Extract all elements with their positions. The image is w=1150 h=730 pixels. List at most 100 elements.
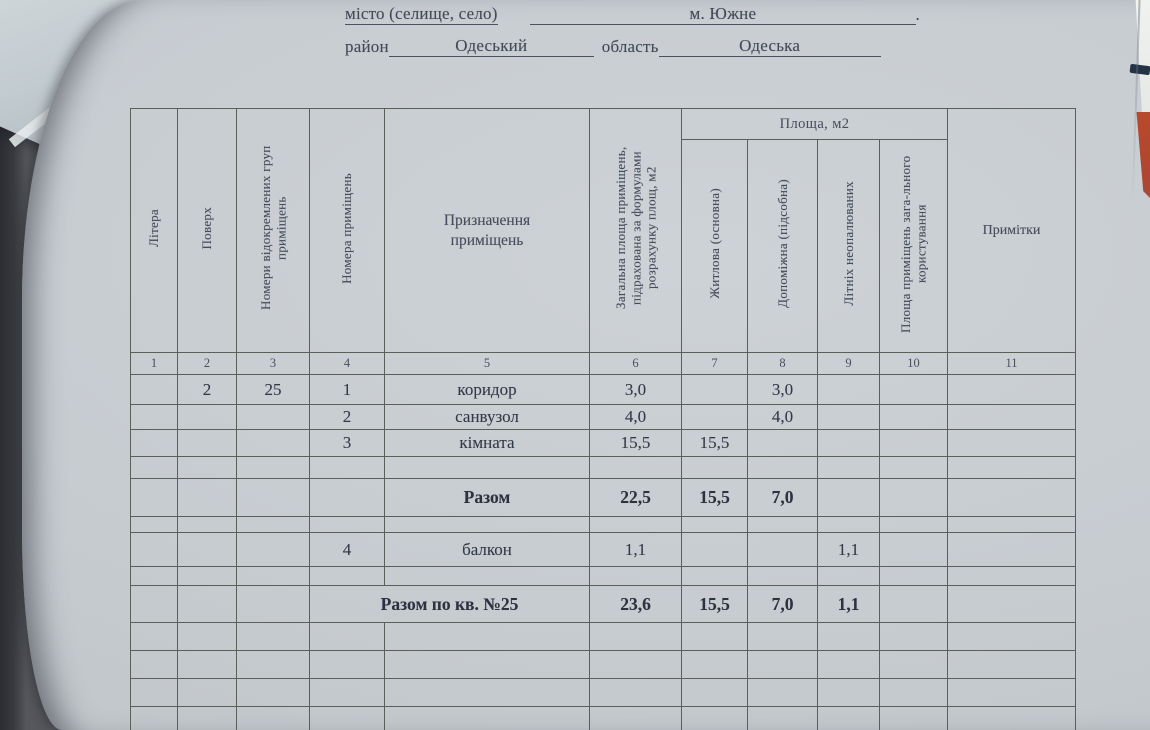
table-row [130, 650, 1077, 679]
table-cell: 3,0 [747, 374, 818, 405]
table-cell [236, 678, 310, 707]
table-cell [384, 456, 590, 479]
table-cell [130, 678, 178, 707]
table-cell [236, 566, 310, 586]
table-cell [177, 585, 237, 623]
table-cell [130, 404, 178, 430]
table-row: 2 25 1 коридор 3,0 3,0 [130, 374, 1077, 405]
table-cell [130, 585, 178, 623]
district-label: район [345, 37, 389, 56]
table-cell: 7,0 [747, 478, 818, 517]
table-cell: 22,5 [589, 478, 682, 517]
table-cell [817, 650, 880, 679]
col-header-common-use: Площа приміщень зага-льного користування [878, 139, 949, 353]
table-cell [947, 404, 1077, 430]
table-cell [878, 566, 949, 586]
table-cell [681, 532, 748, 567]
col-header-group-numbers-text: Номери відокремлених груп приміщень [257, 145, 288, 311]
table-cell: 3 [309, 429, 385, 457]
table-cell [384, 566, 590, 586]
table-cell [130, 650, 178, 679]
table-cell [878, 650, 949, 679]
table-cell [177, 706, 237, 730]
premises-area-table: Літера Поверх Номери відокремлених груп … [130, 108, 1077, 730]
table-body: 2 25 1 коридор 3,0 3,0 2 санвузол 4,0 4,0 3 кімната… [130, 374, 1077, 730]
column-number: 11 [947, 352, 1077, 375]
table-cell: 4,0 [589, 404, 682, 430]
table-cell [589, 650, 682, 679]
col-header-auxiliary: Допоміжна (підсобна) [747, 139, 818, 353]
group-header-area-m2: Площа, м2 [680, 108, 949, 140]
table-cell [681, 456, 748, 479]
table-cell [947, 429, 1077, 457]
table-cell [947, 532, 1077, 567]
col-header-room-numbers-text: Номера приміщень [339, 172, 355, 284]
table-cell [177, 478, 237, 517]
column-number: 2 [177, 352, 237, 375]
table-cell: коридор [384, 374, 590, 405]
column-number: 9 [817, 352, 880, 375]
table-cell [130, 478, 178, 517]
table-cell [236, 478, 310, 517]
col-header-living: Житлова (основна) [681, 139, 748, 353]
table-cell [817, 456, 880, 479]
table-cell: 15,5 [681, 585, 748, 623]
table-cell [817, 374, 880, 405]
table-cell: 1,1 [817, 532, 880, 567]
table-cell [747, 650, 818, 679]
col-header-purpose: Призначення приміщень [384, 108, 590, 353]
table-cell [236, 516, 310, 533]
table-cell [878, 456, 949, 479]
table-cell [177, 456, 237, 479]
table-cell [309, 622, 385, 651]
col-header-poverh-text: Поверх [199, 206, 215, 250]
table-cell [947, 516, 1077, 533]
line-period: . [915, 5, 920, 24]
table-cell [878, 706, 949, 730]
table-cell [817, 706, 880, 730]
table-cell [747, 678, 818, 707]
table-cell [384, 516, 590, 533]
table-cell: 1 [309, 374, 385, 405]
table-cell [236, 650, 310, 679]
table-cell [878, 374, 949, 405]
table-cell [177, 516, 237, 533]
table-cell [589, 456, 682, 479]
table-cell [947, 374, 1077, 405]
table-cell [681, 516, 748, 533]
table-cell [130, 532, 178, 567]
col-header-poverh: Поверх [177, 108, 237, 353]
district-region-line: район Одеський область Одеська [345, 36, 920, 57]
table-cell: Разом [384, 478, 590, 517]
table-cell [747, 532, 818, 567]
table-cell [817, 516, 880, 533]
table-cell: 4,0 [747, 404, 818, 430]
table-cell [817, 404, 880, 430]
table-cell [177, 429, 237, 457]
table-row: Разом по кв. №25 23,6 15,5 7,0 1,1 [130, 585, 1077, 623]
table-cell [589, 706, 682, 730]
table-cell [309, 678, 385, 707]
table-row [130, 456, 1077, 479]
table-row [130, 566, 1077, 586]
table-cell [747, 516, 818, 533]
table-cell: 7,0 [747, 585, 818, 623]
table-cell [589, 622, 682, 651]
table-cell [589, 678, 682, 707]
table-cell [747, 566, 818, 586]
table-cell [681, 566, 748, 586]
column-number: 3 [236, 352, 310, 375]
table-cell [130, 516, 178, 533]
table-cell [947, 622, 1077, 651]
table-cell [384, 706, 590, 730]
col-header-group-numbers: Номери відокремлених груп приміщень [236, 108, 310, 353]
table-cell [878, 478, 949, 517]
col-header-living-text: Житлова (основна) [706, 188, 722, 299]
table-cell [878, 516, 949, 533]
col-header-litera: Літера [130, 108, 178, 353]
table-cell: 2 [177, 374, 237, 405]
col-header-common-use-text: Площа приміщень зага-льного користування [898, 154, 929, 333]
table-cell [236, 706, 310, 730]
table-cell [681, 622, 748, 651]
table-cell [177, 566, 237, 586]
